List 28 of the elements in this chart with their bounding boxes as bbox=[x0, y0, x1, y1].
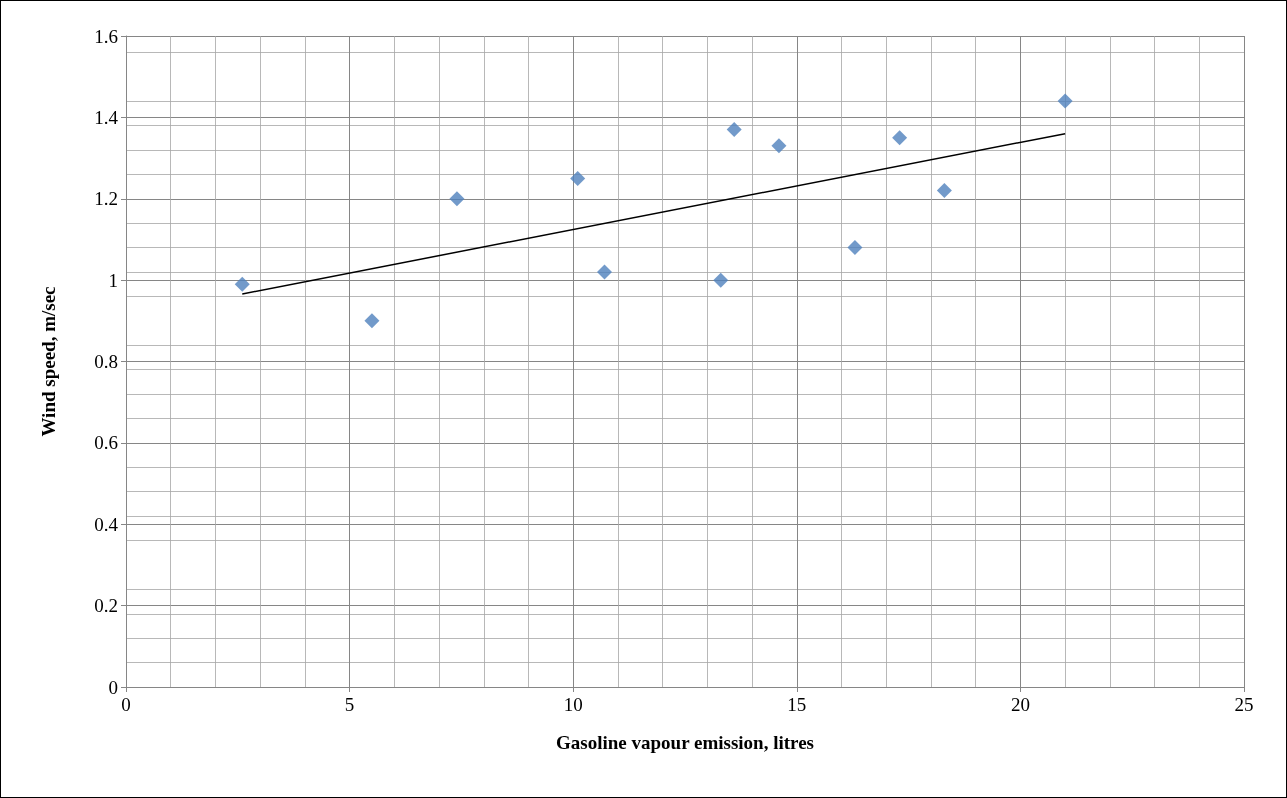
point bbox=[234, 276, 250, 292]
point bbox=[936, 183, 952, 199]
y-tick-label: 0.8 bbox=[94, 351, 118, 372]
point bbox=[364, 313, 380, 329]
x-tick-label: 15 bbox=[787, 694, 807, 715]
y-tick-label: 0.6 bbox=[94, 432, 118, 454]
point bbox=[597, 264, 612, 280]
y-tick-label: 1 bbox=[108, 269, 118, 291]
y-tick-label: 1.4 bbox=[94, 106, 119, 128]
point bbox=[570, 170, 586, 186]
x-axis-title: Gasoline vapour emission, litres bbox=[556, 732, 814, 753]
point bbox=[1057, 93, 1073, 109]
y-tick-label: 1.6 bbox=[94, 25, 118, 47]
point bbox=[449, 191, 465, 207]
x-tick-label: 20 bbox=[1010, 694, 1030, 715]
point bbox=[726, 122, 742, 138]
point bbox=[713, 272, 729, 288]
point bbox=[847, 240, 863, 256]
x-tick-label: 25 bbox=[1234, 694, 1254, 715]
y-tick-label: 0 bbox=[108, 676, 118, 698]
x-tick-label: 5 bbox=[344, 694, 355, 715]
y-tick-label: 1.2 bbox=[94, 188, 118, 210]
y-axis-title: Wind speed, m/sec bbox=[38, 286, 59, 437]
point bbox=[892, 130, 908, 146]
x-tick-label: 10 bbox=[563, 694, 583, 715]
point bbox=[771, 138, 787, 154]
y-tick-label: 0.4 bbox=[94, 513, 119, 535]
y-tick-label: 0.2 bbox=[94, 595, 118, 617]
